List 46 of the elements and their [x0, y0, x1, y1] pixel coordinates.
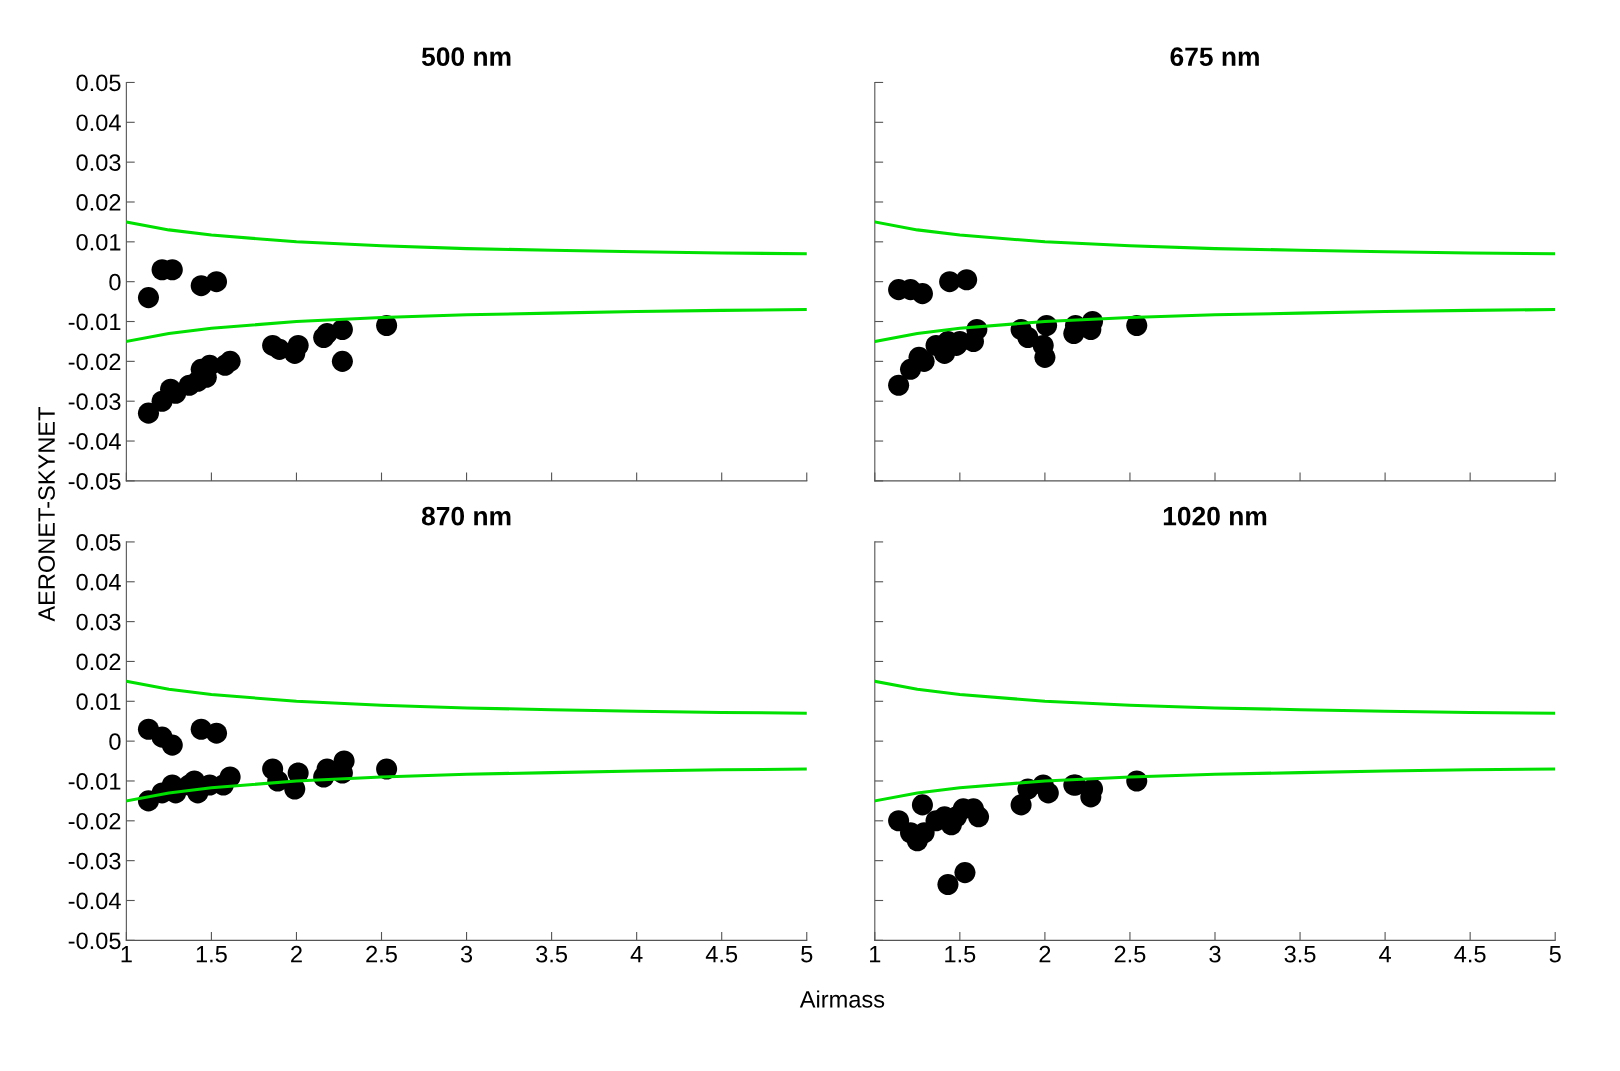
y-tick-label: -0.05 [68, 472, 121, 490]
y-tick-label: 0.01 [76, 693, 121, 711]
y-tick-label: 0.01 [76, 233, 121, 251]
x-tick-label: 3.5 [536, 945, 568, 963]
y-tick-label: 0.03 [76, 154, 121, 171]
x-tick-label: 3.5 [1284, 945, 1316, 963]
y-tick-label: -0.03 [68, 393, 121, 410]
chart-title: 870 nm [421, 506, 511, 526]
y-tick-label: -0.03 [68, 852, 121, 870]
x-tick-label: 4.5 [1454, 946, 1486, 963]
x-tick-label: 1.5 [945, 946, 976, 963]
y-tick-label: -0.02 [68, 812, 121, 830]
x-tick-label: 4.5 [705, 946, 738, 963]
y-tick-label: 0.03 [76, 613, 121, 631]
x-axis-title: Airmass [799, 990, 885, 1008]
y-axis-title: AERONET-SKYNET [38, 407, 55, 622]
y-tick-label: 0.05 [76, 533, 121, 551]
x-tick-label: 5 [801, 946, 813, 963]
y-tick-label: 0 [109, 273, 121, 291]
y-tick-label: -0.05 [68, 932, 121, 950]
y-tick-label: 0.02 [76, 194, 121, 211]
x-tick-label: 2.5 [366, 945, 397, 963]
x-tick-label: 3 [460, 945, 473, 963]
chart-title: 500 nm [421, 47, 511, 67]
x-tick-label: 2.5 [1114, 945, 1146, 963]
y-tick-label: 0.04 [76, 114, 121, 132]
x-tick-label: 4 [1379, 946, 1391, 963]
x-tick-label: 2 [1039, 945, 1051, 963]
x-tick-label: 1 [121, 946, 132, 963]
y-tick-label: -0.02 [68, 353, 121, 371]
y-tick-label: 0.02 [76, 653, 121, 671]
y-tick-label: 0.04 [76, 573, 121, 591]
x-tick-label: 3 [1209, 945, 1221, 963]
x-tick-label: 5 [1549, 946, 1561, 963]
y-tick-label: -0.01 [68, 313, 121, 331]
x-tick-label: 1 [870, 946, 881, 963]
y-tick-label: -0.04 [68, 433, 121, 450]
y-tick-label: 0 [109, 733, 121, 750]
y-tick-label: -0.04 [68, 892, 121, 910]
chart-title: 675 nm [1170, 47, 1259, 67]
x-tick-label: 1.5 [196, 946, 227, 963]
x-tick-label: 4 [630, 946, 643, 963]
x-tick-label: 2 [291, 945, 302, 963]
y-tick-label: -0.01 [68, 773, 121, 790]
y-tick-label: 0.05 [76, 74, 121, 92]
chart-title: 1020 nm [1163, 506, 1267, 526]
